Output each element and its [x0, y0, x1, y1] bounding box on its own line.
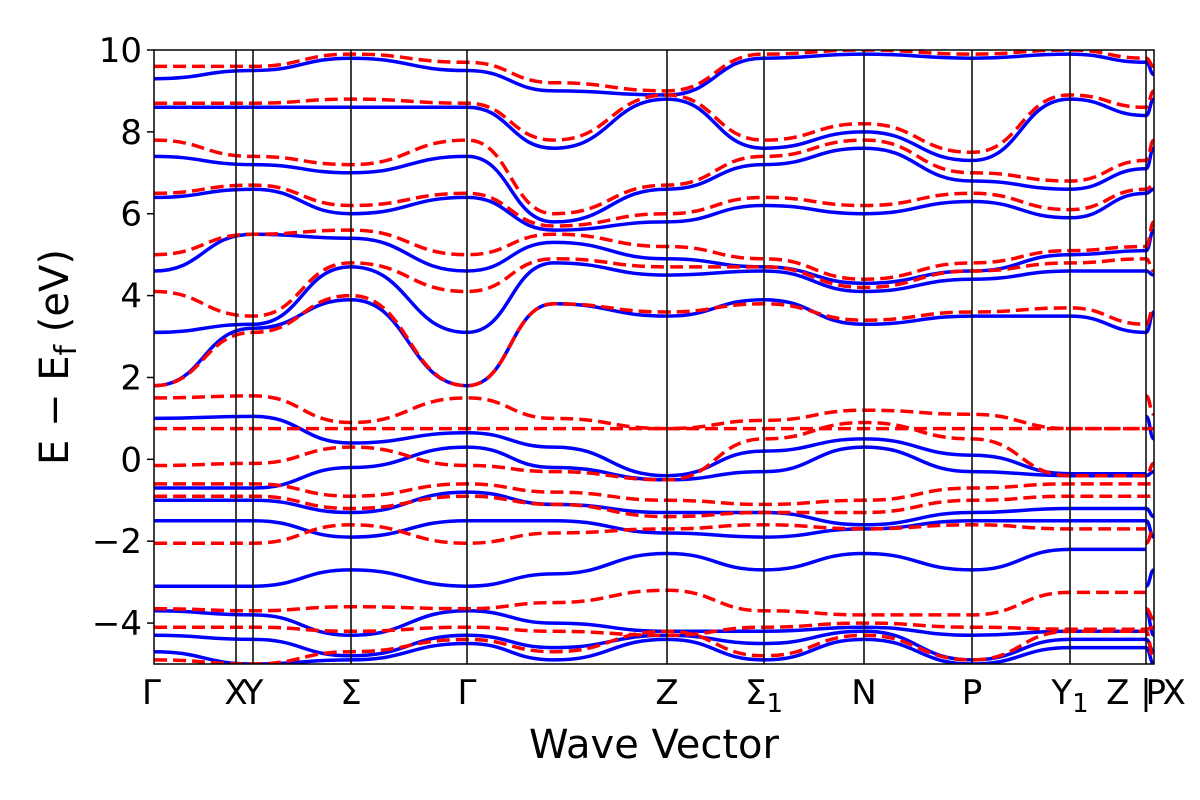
- kpoint-label-1: X: [224, 673, 247, 713]
- kpoint-label-3: Σ: [340, 673, 361, 713]
- kpoint-label-4: Γ: [458, 673, 477, 713]
- dashed-band-15: [154, 629, 1154, 664]
- y-tick-label-5: 6: [120, 195, 142, 235]
- kpoint-label-7: N: [851, 673, 876, 713]
- solid-band-1: [154, 261, 1154, 335]
- dashed-band-14: [154, 621, 1154, 638]
- y-tick-label-6: 8: [120, 113, 142, 153]
- y-axis-title: E − Ef (eV): [32, 249, 84, 465]
- solid-band-9: [154, 490, 1154, 527]
- kpoint-label-2: Y: [242, 673, 264, 713]
- dashed-band-1: [154, 257, 1154, 318]
- kpoint-label-0: Γ: [142, 673, 161, 713]
- solid-band-4: [154, 146, 1154, 224]
- solid-band-7: [154, 414, 1154, 478]
- kpoint-separators: [235, 50, 1147, 664]
- dashed-band-3: [154, 183, 1154, 228]
- kpoint-label-10: Z | X: [1106, 673, 1186, 713]
- dashed-band-13: [154, 588, 1154, 621]
- dashed-band-10: [154, 482, 1154, 507]
- solid-band-2: [154, 228, 1154, 286]
- plot-frame: [153, 49, 1155, 665]
- bands-layer: [154, 50, 1154, 664]
- x-axis-title: Wave Vector: [529, 722, 780, 768]
- solid-band-13: [154, 629, 1154, 662]
- solid-band-6: [154, 52, 1154, 97]
- dashed-band-0: [154, 293, 1154, 388]
- solid-band-10: [154, 518, 1154, 539]
- dashed-band-9: [154, 420, 1154, 482]
- dashed-band-11: [154, 494, 1154, 519]
- solid-band-8: [154, 445, 1154, 490]
- solid-band-11: [154, 547, 1154, 588]
- y-tick-label-1: −2: [92, 522, 142, 562]
- dashed-band-4: [154, 138, 1154, 216]
- y-tick-label-4: 4: [120, 277, 142, 317]
- y-tick-label-0: −4: [92, 604, 142, 644]
- solid-band-5: [154, 97, 1154, 163]
- kpoint-label-5: Z: [655, 673, 678, 713]
- kpoint-label-9: Y1: [1050, 673, 1088, 719]
- y-tick-label-7: 10: [99, 31, 142, 71]
- x-axis: Γ XY Σ Γ Z Σ1 N P Y1 Z | XP: [142, 673, 1186, 719]
- dashed-band-2: [154, 220, 1154, 281]
- y-tick-label-3: 2: [120, 358, 142, 398]
- solid-band-14: [154, 637, 1154, 664]
- dashed-band-7: [154, 394, 1154, 431]
- kpoint-label-11: P: [1145, 673, 1166, 713]
- y-axis: −4 −2 0 2 4 6 8 10: [92, 31, 154, 644]
- y-tick-label-2: 0: [120, 440, 142, 480]
- kpoint-label-6: Σ1: [745, 673, 783, 719]
- kpoint-label-8: P: [962, 673, 983, 713]
